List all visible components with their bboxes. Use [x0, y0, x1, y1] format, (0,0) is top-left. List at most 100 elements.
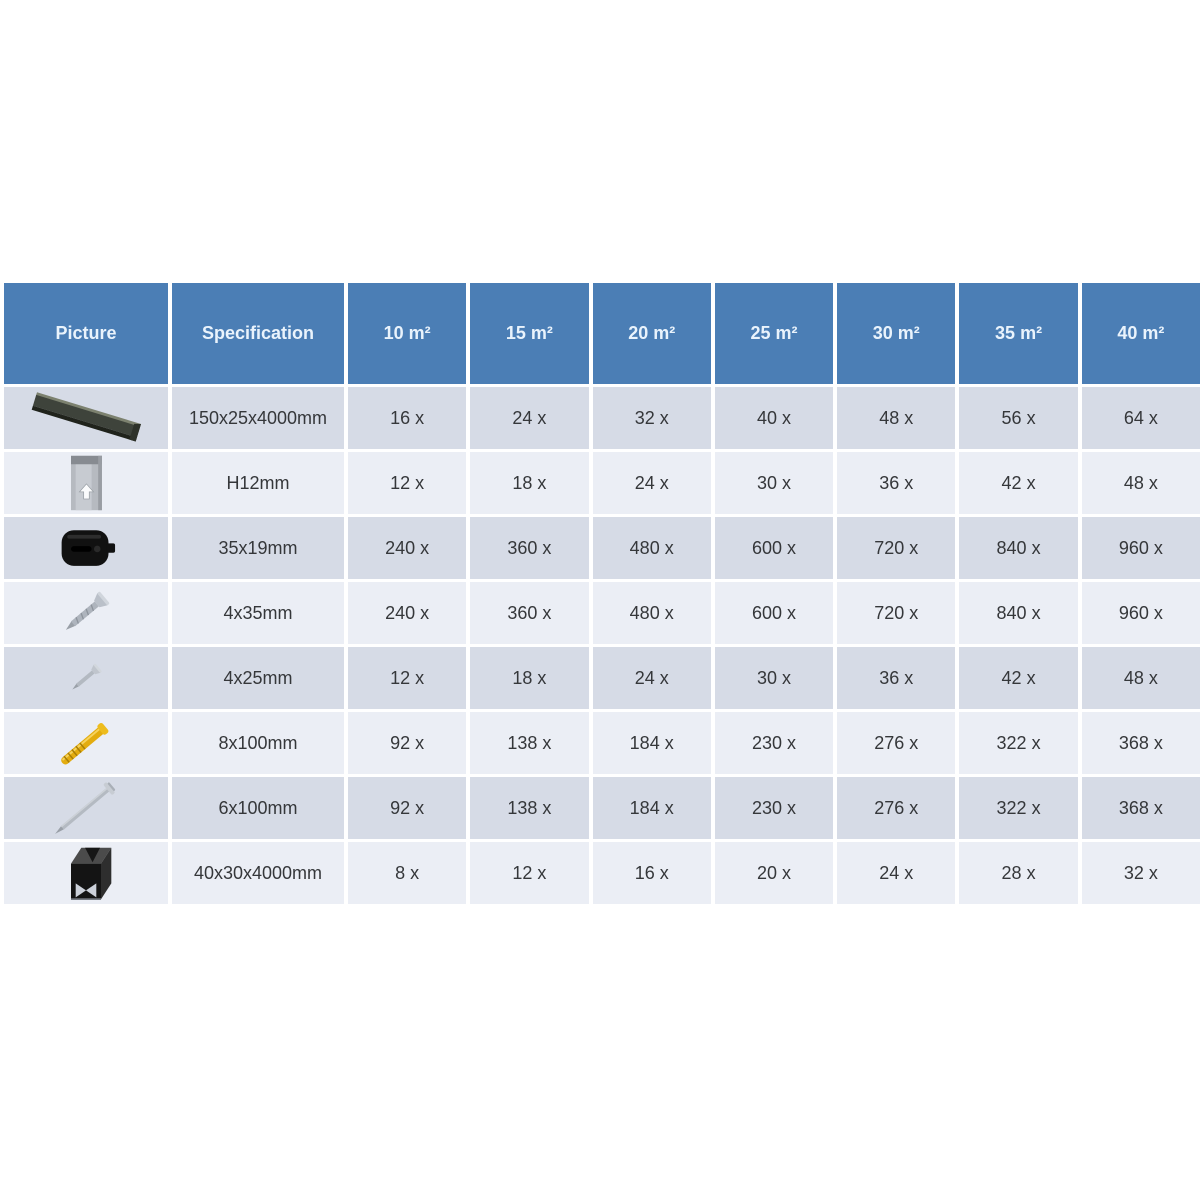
count-cell: 36 x — [837, 452, 956, 514]
count-cell: 240 x — [348, 582, 467, 644]
count-value: 24 x — [634, 667, 669, 688]
header-col-specification: Specification — [172, 283, 344, 384]
header-col-15m2: 15 m² — [470, 283, 589, 384]
count-cell: 960 x — [1081, 517, 1200, 579]
spec-cell: 8x100mm — [172, 712, 344, 774]
count-value: 16 x — [390, 407, 425, 428]
count-cell: 840 x — [959, 517, 1078, 579]
count-cell: 276 x — [837, 777, 956, 839]
count-cell: 24 x — [592, 452, 711, 514]
header-col-10m2: 10 m² — [348, 283, 467, 384]
spec-cell: 35x19mm — [172, 517, 344, 579]
picture-cell — [4, 647, 168, 709]
count-value: 40 x — [756, 407, 791, 428]
count-value: 184 x — [629, 732, 674, 753]
count-cell: 12 x — [348, 452, 467, 514]
count-value: 360 x — [507, 602, 552, 623]
count-cell: 12 x — [470, 842, 589, 904]
count-value: 42 x — [1001, 472, 1036, 493]
count-cell: 92 x — [348, 712, 467, 774]
count-value: 30 x — [756, 667, 791, 688]
count-cell: 28 x — [959, 842, 1078, 904]
count-cell: 32 x — [592, 387, 711, 449]
count-value: 480 x — [629, 537, 674, 558]
spec-cell: 6x100mm — [172, 777, 344, 839]
spec-label: 4x25mm — [223, 667, 293, 688]
count-cell: 360 x — [470, 517, 589, 579]
count-cell: 600 x — [714, 582, 834, 644]
count-cell: 20 x — [714, 842, 834, 904]
count-value: 840 x — [996, 602, 1041, 623]
count-cell: 24 x — [470, 387, 589, 449]
count-value: 12 x — [390, 667, 425, 688]
count-value: 28 x — [1001, 862, 1036, 883]
picture-cell — [4, 452, 168, 514]
count-value: 32 x — [634, 407, 669, 428]
count-value: 48 x — [1123, 472, 1158, 493]
count-cell: 840 x — [959, 582, 1078, 644]
count-cell: 480 x — [592, 582, 711, 644]
count-value: 18 x — [512, 667, 547, 688]
count-value: 600 x — [751, 602, 797, 623]
count-value: 322 x — [996, 797, 1041, 818]
count-value: 92 x — [390, 797, 425, 818]
count-value: 8 x — [395, 862, 420, 883]
picture-cell — [4, 842, 168, 904]
count-value: 32 x — [1123, 862, 1158, 883]
count-cell: 30 x — [714, 647, 834, 709]
screw-icon — [26, 583, 146, 643]
count-value: 36 x — [879, 472, 914, 493]
count-value: 18 x — [512, 472, 547, 493]
count-cell: 32 x — [1081, 842, 1200, 904]
spec-label: 8x100mm — [218, 732, 298, 753]
picture-cell — [4, 517, 168, 579]
count-cell: 600 x — [714, 517, 834, 579]
spec-label: H12mm — [226, 472, 290, 493]
spec-label: 35x19mm — [218, 537, 298, 558]
count-value: 230 x — [751, 797, 797, 818]
spec-cell: H12mm — [172, 452, 344, 514]
count-value: 30 x — [756, 472, 791, 493]
count-cell: 16 x — [592, 842, 711, 904]
count-cell: 960 x — [1081, 582, 1200, 644]
count-cell: 42 x — [959, 452, 1078, 514]
count-value: 24 x — [634, 472, 669, 493]
count-value: 368 x — [1118, 797, 1163, 818]
count-value: 720 x — [874, 602, 919, 623]
count-value: 48 x — [879, 407, 914, 428]
count-value: 240 x — [385, 602, 430, 623]
count-cell: 184 x — [592, 712, 711, 774]
wall-plug-icon — [26, 713, 146, 773]
count-cell: 18 x — [470, 647, 589, 709]
spec-label: 6x100mm — [218, 797, 298, 818]
count-cell: 720 x — [837, 582, 956, 644]
fixing-clip-icon — [26, 518, 146, 578]
count-value: 322 x — [996, 732, 1041, 753]
count-cell: 276 x — [837, 712, 956, 774]
count-cell: 368 x — [1081, 777, 1200, 839]
count-value: 276 x — [874, 732, 919, 753]
count-value: 480 x — [629, 602, 674, 623]
spec-cell: 4x25mm — [172, 647, 344, 709]
small-screw-icon — [26, 648, 146, 708]
picture-cell — [4, 712, 168, 774]
count-value: 24 x — [512, 407, 547, 428]
count-cell: 24 x — [592, 647, 711, 709]
count-value: 92 x — [390, 732, 425, 753]
count-cell: 56 x — [959, 387, 1078, 449]
count-value: 240 x — [385, 537, 430, 558]
picture-cell — [4, 387, 168, 449]
count-cell: 720 x — [837, 517, 956, 579]
picture-cell — [4, 777, 168, 839]
count-value: 16 x — [634, 862, 669, 883]
count-value: 64 x — [1123, 407, 1158, 428]
count-cell: 40 x — [714, 387, 834, 449]
count-value: 720 x — [874, 537, 919, 558]
count-value: 184 x — [629, 797, 674, 818]
header-col-picture: Picture — [4, 283, 168, 384]
count-value: 12 x — [512, 862, 547, 883]
header-col-40m2: 40 m² — [1081, 283, 1200, 384]
header-col-30m2: 30 m² — [837, 283, 956, 384]
count-cell: 322 x — [959, 712, 1078, 774]
count-value: 20 x — [756, 862, 791, 883]
